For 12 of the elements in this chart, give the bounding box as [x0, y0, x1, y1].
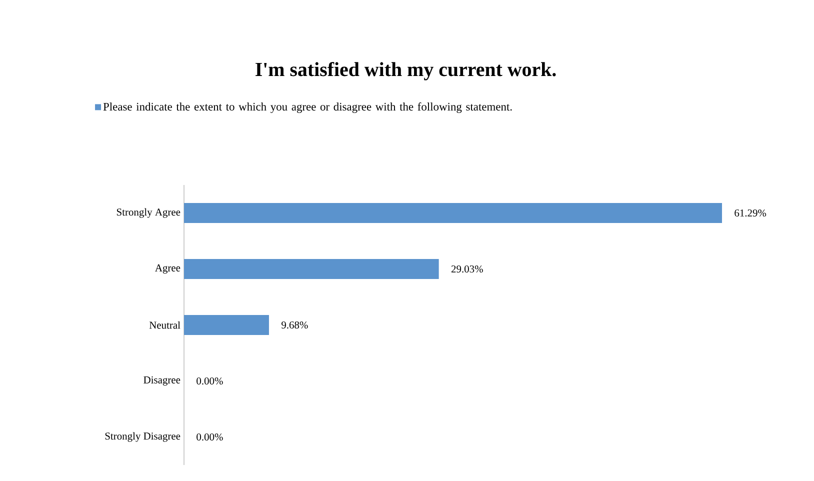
- y-tick-label: Strongly Agree: [116, 208, 180, 218]
- data-label: 9.68%: [282, 321, 308, 329]
- data-label: 0.00%: [196, 377, 223, 385]
- legend-label: Please indicate the extent to which you agree or disagree with the following statement.: [103, 102, 512, 113]
- y-tick-label: Agree: [155, 264, 180, 274]
- data-label: 0.00%: [196, 433, 223, 441]
- chart-title: I'm satisfied with my current work.: [256, 62, 556, 80]
- y-tick-label: Neutral: [149, 321, 180, 329]
- y-tick-label: Strongly Disagree: [105, 432, 180, 442]
- y-tick-label: Disagree: [144, 376, 180, 386]
- data-label: 61.29%: [734, 209, 766, 217]
- data-label: 29.03%: [451, 265, 483, 273]
